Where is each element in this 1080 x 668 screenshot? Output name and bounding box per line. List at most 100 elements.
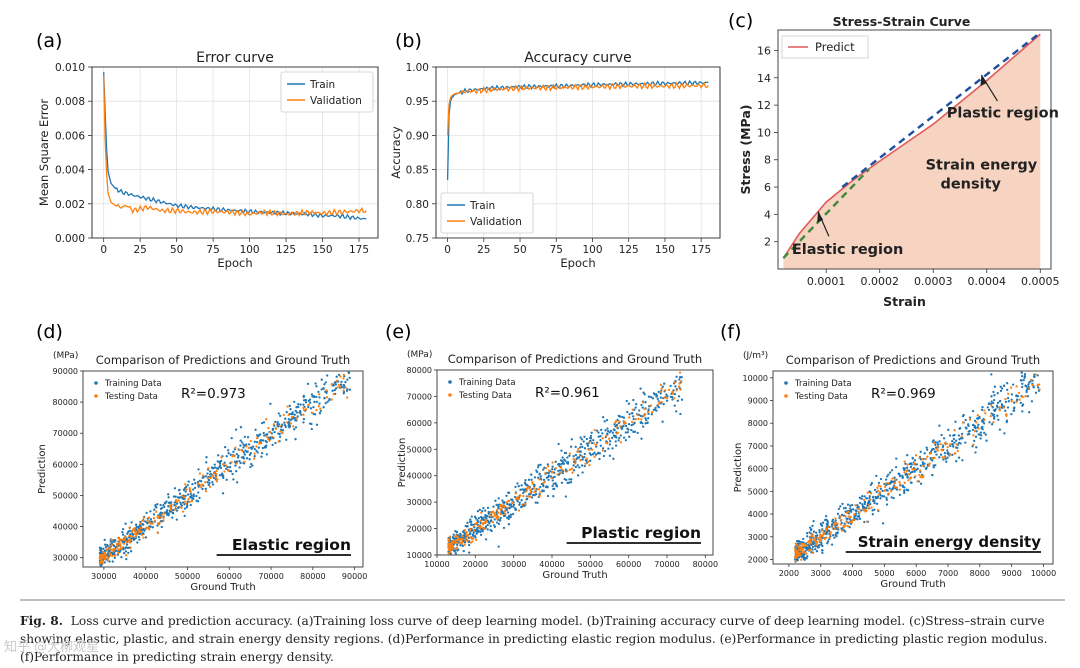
training-point — [892, 496, 895, 500]
elastic-fit-line — [782, 168, 870, 259]
training-point — [183, 514, 186, 518]
y-axis-label: Prediction — [733, 443, 744, 493]
training-point — [211, 480, 214, 484]
training-point — [612, 434, 616, 437]
training-point — [497, 545, 500, 548]
testing-point — [619, 424, 622, 428]
testing-point — [335, 379, 339, 382]
testing-point — [174, 508, 177, 511]
y-axis-label: Stress (MPa) — [738, 105, 753, 195]
testing-point — [247, 446, 251, 450]
testing-point — [128, 526, 131, 529]
testing-point — [201, 483, 204, 486]
testing-point — [129, 538, 132, 541]
testing-point — [866, 520, 869, 523]
training-point — [1021, 403, 1025, 406]
testing-point — [108, 545, 111, 548]
training-point — [1024, 384, 1027, 387]
training-point — [213, 463, 216, 466]
training-point — [227, 449, 230, 452]
testing-point — [184, 502, 188, 505]
testing-point — [568, 468, 572, 471]
testing-point — [977, 427, 980, 430]
x-tick-label: 0.0003 — [914, 275, 953, 288]
training-point — [846, 503, 850, 506]
training-point — [493, 518, 496, 521]
legend-swatch-testing — [94, 394, 98, 398]
training-point — [102, 547, 105, 551]
testing-point — [878, 493, 881, 496]
training-point — [164, 502, 167, 505]
training-point — [947, 428, 950, 431]
training-point — [563, 477, 566, 481]
testing-point — [1002, 406, 1006, 409]
training-point — [120, 556, 123, 559]
testing-point — [948, 453, 952, 456]
testing-point — [551, 461, 554, 464]
testing-point — [177, 499, 180, 502]
training-point — [931, 473, 934, 477]
annotation-label: Elastic region — [792, 242, 903, 258]
training-point — [304, 401, 308, 404]
testing-point — [585, 457, 589, 460]
testing-point — [342, 373, 346, 377]
testing-point — [941, 456, 944, 459]
y-tick-label: 20000 — [407, 525, 432, 534]
testing-point — [517, 509, 521, 512]
training-point — [934, 441, 937, 444]
training-point — [335, 375, 338, 378]
y-tick-label: 0.000 — [55, 233, 85, 245]
training-point — [322, 387, 325, 390]
testing-point — [605, 434, 608, 438]
testing-point — [1009, 386, 1013, 389]
testing-point — [497, 515, 500, 519]
testing-point — [526, 495, 529, 498]
testing-point — [103, 555, 106, 559]
testing-point — [130, 535, 133, 538]
training-point — [823, 529, 826, 533]
training-point — [585, 437, 589, 441]
testing-point — [845, 521, 849, 524]
training-point — [206, 481, 209, 484]
testing-point — [249, 439, 252, 443]
training-point — [218, 474, 222, 477]
y-tick-label: 0.002 — [55, 199, 85, 211]
training-point — [108, 560, 111, 563]
training-point — [302, 421, 305, 424]
training-point — [469, 532, 472, 535]
training-point — [537, 466, 540, 469]
training-point — [887, 473, 890, 476]
testing-point — [113, 554, 117, 557]
training-point — [160, 525, 163, 529]
training-point — [942, 458, 945, 461]
training-point — [1023, 376, 1026, 379]
training-point — [494, 499, 497, 502]
y-tick-label: 50000 — [407, 445, 432, 454]
training-point — [165, 500, 168, 503]
training-point — [278, 435, 282, 438]
training-point — [802, 555, 806, 559]
testing-point — [821, 534, 824, 537]
testing-point — [277, 440, 280, 443]
training-point — [294, 438, 297, 441]
panel-letter-a: (a) — [36, 30, 62, 52]
testing-point — [346, 396, 349, 399]
chart-title: Comparison of Predictions and Ground Tru… — [96, 353, 350, 367]
testing-point — [903, 471, 906, 474]
training-point — [294, 426, 298, 429]
testing-point — [220, 456, 223, 459]
training-point — [285, 438, 288, 441]
training-point — [628, 413, 631, 416]
training-point — [964, 418, 967, 422]
training-point — [911, 457, 914, 460]
testing-point — [128, 541, 132, 544]
testing-point — [522, 494, 525, 498]
training-point — [138, 538, 141, 541]
testing-point — [464, 539, 467, 542]
testing-point — [679, 388, 682, 391]
training-point — [831, 534, 835, 537]
x-tick-label: 50 — [170, 244, 183, 256]
y-axis-label: Prediction — [37, 444, 48, 494]
testing-point — [801, 543, 804, 546]
training-point — [556, 463, 560, 466]
